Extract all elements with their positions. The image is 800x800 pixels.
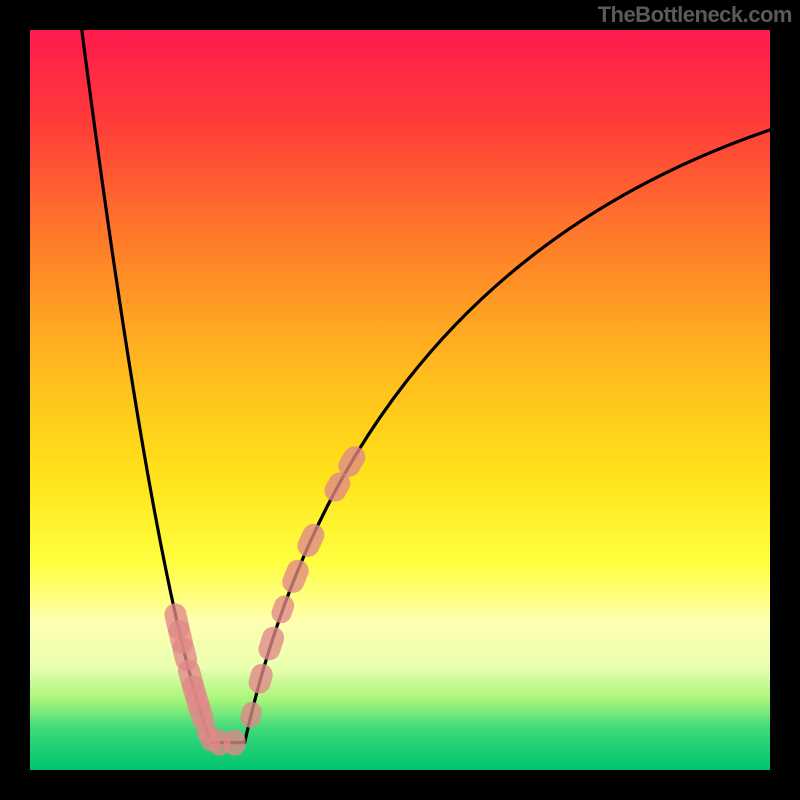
data-bead <box>224 730 246 756</box>
chart-container: TheBottleneck.com <box>0 0 800 800</box>
bottleneck-chart <box>0 0 800 800</box>
